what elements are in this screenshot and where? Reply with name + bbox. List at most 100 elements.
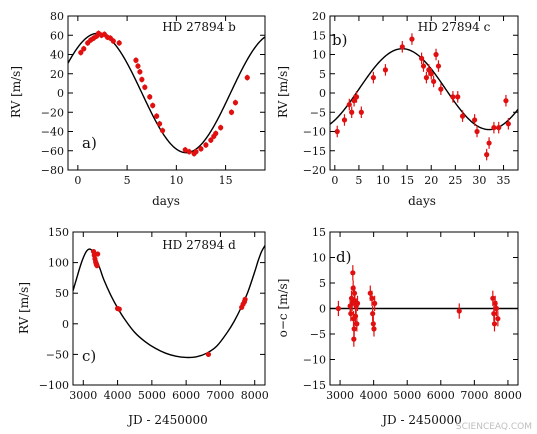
panel-b-ytick-label: 15	[312, 29, 326, 42]
panel-a-xtick-label: 0	[74, 174, 81, 187]
panel-c-letter: c)	[82, 347, 96, 365]
panel-b-data-point	[450, 91, 456, 103]
panel-a-data-point	[147, 93, 153, 100]
panel-d-xtick-label: 6000	[427, 389, 455, 402]
panel-a-data-point	[154, 113, 160, 119]
panel-c-title: HD 27894 d	[162, 238, 236, 252]
panel-b-data-point	[433, 48, 439, 61]
panel-a-data-point	[150, 102, 156, 109]
panel-b-data-point	[474, 125, 480, 138]
panel-b-data-point	[428, 67, 434, 80]
panel-b-ylabel: RV [m/s]	[276, 66, 290, 118]
panel-b-data-point	[435, 60, 442, 72]
panel-b-xtick-label: 20	[424, 174, 438, 187]
panel-d-data-point	[369, 290, 375, 306]
panel-a-ylabel: RV [m/s]	[9, 66, 23, 118]
panel-b-data-point	[438, 83, 444, 95]
panel-c-model-line	[73, 245, 265, 359]
panel-b: HD 27894 c b) days RV [m/s] 0 5 10 15 20 25 30…	[276, 10, 519, 208]
panel-d-data-point	[370, 305, 376, 322]
panel-b-ytick-label: −20	[303, 164, 326, 177]
panel-b-data-point	[409, 33, 415, 45]
panel-b-ytick-label: 5	[319, 68, 326, 81]
panel-c-xtick-label: 4000	[104, 389, 132, 402]
panel-a-ytick-label: −20	[41, 106, 64, 119]
panel-a-xtick-label: 15	[219, 174, 233, 187]
panel-d-xtick-label: 7000	[460, 389, 488, 402]
panel-b-xtick-label: 5	[355, 174, 362, 187]
panel-a-data-point	[116, 40, 122, 46]
panel-d-data-point	[491, 316, 498, 332]
panel-b-data-point	[349, 106, 355, 119]
panel-d-xtick-label: 3000	[326, 389, 354, 402]
panel-b-data-point	[423, 71, 430, 84]
panel-d-ylabel: o−c [m/s]	[276, 279, 290, 338]
panel-a-data-point	[232, 99, 239, 106]
panel-a-ytick-label: 80	[50, 10, 64, 23]
panel-c-frame	[72, 231, 266, 386]
panel-a-data-point	[139, 76, 145, 83]
panel-a-ytick-label: −60	[41, 145, 64, 158]
panel-b-letter: b)	[332, 31, 347, 49]
panel-d-data-point	[372, 295, 378, 312]
panel-b-ytick-label: −5	[310, 106, 326, 119]
panel-a-ytick-label: 0	[57, 87, 64, 100]
panel-d-data-point	[348, 305, 354, 322]
panel-a-model-line	[68, 32, 265, 154]
panel-b-ytick-label: 20	[312, 10, 326, 23]
panel-a-data-point	[110, 38, 116, 44]
panel-a-data-point	[159, 127, 166, 134]
panel-c-ytick-label: 150	[48, 226, 69, 239]
panel-d-ytick-label: 0	[319, 303, 326, 316]
panel-b-data-point	[472, 114, 478, 126]
panel-a-frame	[67, 15, 266, 171]
panel-d-data-point	[493, 300, 500, 317]
panel-a-xtick-label: 10	[169, 174, 183, 187]
panel-d-xtick-label: 4000	[360, 389, 388, 402]
panel-d-ytick-label: 5	[319, 277, 326, 290]
panel-b-xtick-label: 30	[472, 174, 486, 187]
panel-a-data-point	[218, 124, 224, 131]
panel-c-xlabel: JD - 2450000	[126, 413, 208, 427]
panel-c-data-point	[94, 263, 100, 269]
panel-b-data-point	[431, 75, 437, 88]
panel-c-ytick-label: −100	[39, 379, 69, 392]
panel-a-data-point	[198, 145, 204, 152]
panel-a-xtick-label: 5	[124, 174, 131, 187]
panel-c-xtick-label: 5000	[138, 389, 166, 402]
panel-b-data-point	[418, 52, 425, 65]
panel-d-ytick-label: −10	[303, 354, 326, 367]
panel-a-data-point	[133, 57, 139, 64]
panel-b-data-point	[505, 118, 511, 130]
panel-a-data-point	[137, 68, 143, 75]
panel-b-xtick-label: 35	[497, 174, 511, 187]
panel-b-data-point	[455, 91, 461, 103]
panel-c-ytick-label: −50	[46, 348, 69, 361]
panel-a: HD 27894 b a) days RV [m/s] 0 5 10 15 −80 −60…	[9, 10, 266, 208]
panel-d-data-point	[351, 321, 357, 337]
panel-a-data-point	[135, 63, 141, 69]
panel-b-data-point	[486, 137, 492, 149]
panel-b-data-point	[346, 98, 352, 111]
panel-a-ytick-label: 60	[50, 29, 64, 42]
panel-c-data-point	[116, 306, 122, 312]
panel-d-xlabel: JD - 2450000	[380, 413, 462, 427]
panel-a-data-point	[182, 146, 188, 153]
panel-a-ytick-label: 40	[50, 49, 64, 62]
panel-b-ytick-label: −15	[303, 145, 326, 158]
panel-d-data-point	[456, 303, 462, 319]
panel-c-xtick-label: 3000	[69, 389, 97, 402]
panel-b-xlabel: days	[408, 194, 436, 208]
panel-a-xlabel: days	[152, 194, 180, 208]
panel-a-letter: a)	[82, 134, 97, 152]
panel-c-xtick-label: 8000	[241, 389, 269, 402]
panel-a-data-point	[228, 109, 235, 116]
panel-a-data-point	[203, 142, 209, 148]
panel-d-ytick-label: −15	[303, 379, 326, 392]
panel-b-title: HD 27894 c	[418, 20, 491, 34]
panel-b-xtick-label: 15	[400, 174, 414, 187]
panel-d-ytick-label: 10	[312, 252, 326, 265]
panel-d-data-point	[335, 300, 341, 317]
panel-b-data-point	[420, 60, 427, 72]
panel-c-data-point	[95, 251, 101, 257]
